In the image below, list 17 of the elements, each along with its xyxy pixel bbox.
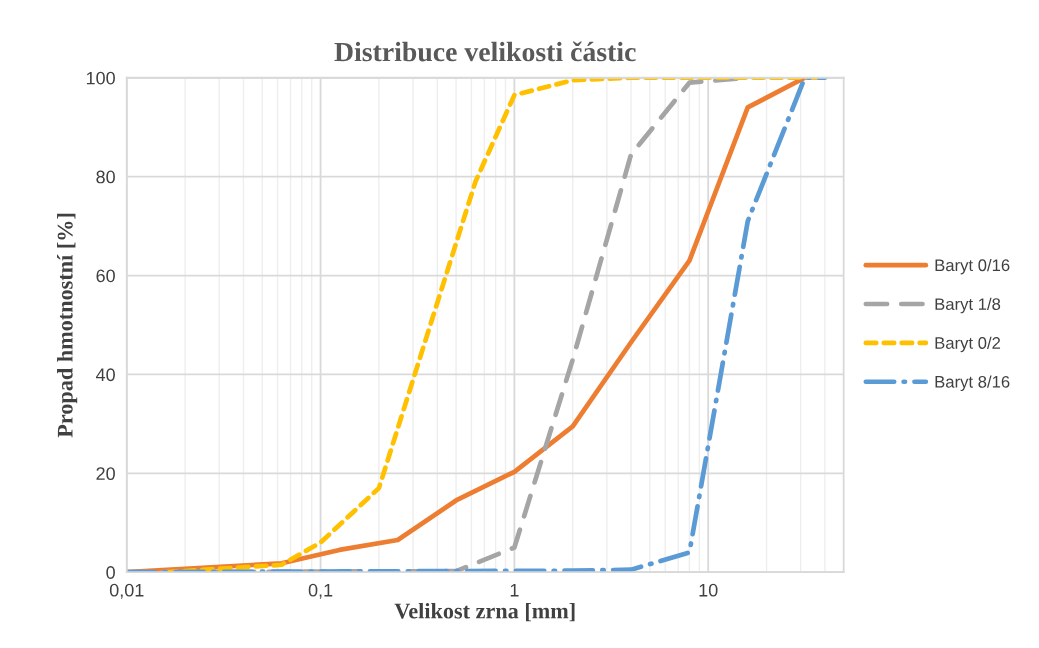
y-tick-label: 40 (95, 368, 115, 382)
legend-label: Baryt 0/2 (935, 336, 1001, 353)
y-tick-label: 60 (96, 269, 115, 283)
x-axis-title: Velikost zrna [mm] (394, 602, 575, 622)
chart-title: Distribuce velikosti částic (334, 41, 636, 62)
y-axis-title: Propad hmotnostní [%] (57, 213, 78, 438)
x-tick-label: 0,01 (109, 583, 144, 599)
legend-label: Baryt 0/16 (935, 258, 1010, 275)
legend-label: Baryt 8/16 (935, 375, 1010, 392)
x-tick-label: 1 (510, 583, 519, 597)
y-tick-label: 20 (96, 467, 115, 481)
y-tick-label: 100 (86, 71, 115, 85)
legend-label: Baryt 1/8 (935, 297, 1001, 314)
y-tick-label: 80 (96, 170, 115, 184)
y-tick-label: 0 (106, 566, 115, 579)
x-tick-label: 0,1 (308, 583, 333, 599)
x-tick-label: 10 (699, 583, 718, 597)
